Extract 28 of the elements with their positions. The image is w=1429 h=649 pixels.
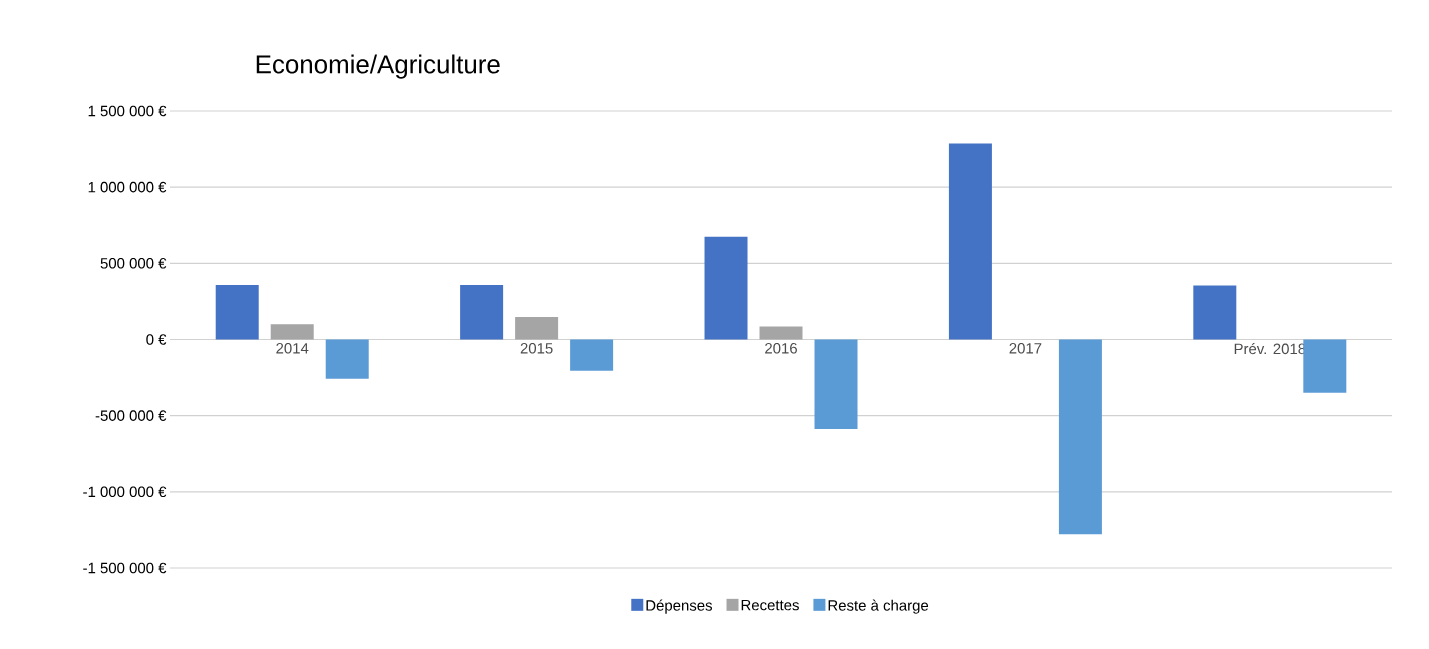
y-tick-label: -500 000 €: [95, 410, 167, 421]
bar: [1303, 339, 1347, 393]
x-tick-label: 2015: [520, 343, 553, 354]
chart-title: Economie/Agriculture: [256, 54, 500, 79]
bar: [1058, 339, 1102, 535]
bar: [570, 339, 614, 371]
bar: [215, 284, 259, 340]
bar: [270, 324, 314, 340]
bar: [814, 339, 858, 430]
x-tick-label: 2014: [276, 343, 309, 354]
x-tick-label: 2016: [765, 343, 797, 354]
legend-label: Reste à charge: [828, 599, 929, 614]
legend-label: Recettes: [741, 599, 799, 611]
bar: [759, 326, 803, 340]
bar: [515, 317, 559, 340]
bar: [1193, 285, 1237, 340]
x-tick-label: 2017: [1009, 343, 1042, 354]
y-tick-label: -1 000 000 €: [83, 486, 167, 498]
bar: [460, 284, 504, 340]
y-tick-label: 1 500 000 €: [88, 105, 167, 117]
y-tick-label: -1 500 000 €: [83, 562, 167, 574]
y-tick-label: 0 €: [146, 334, 167, 345]
bar: [948, 143, 992, 340]
bar: [704, 236, 748, 340]
bar: [325, 339, 369, 379]
y-tick-label: 500 000 €: [100, 258, 167, 269]
y-tick-label: 1 000 000 €: [88, 181, 167, 193]
legend-label: Dépenses: [646, 599, 712, 614]
